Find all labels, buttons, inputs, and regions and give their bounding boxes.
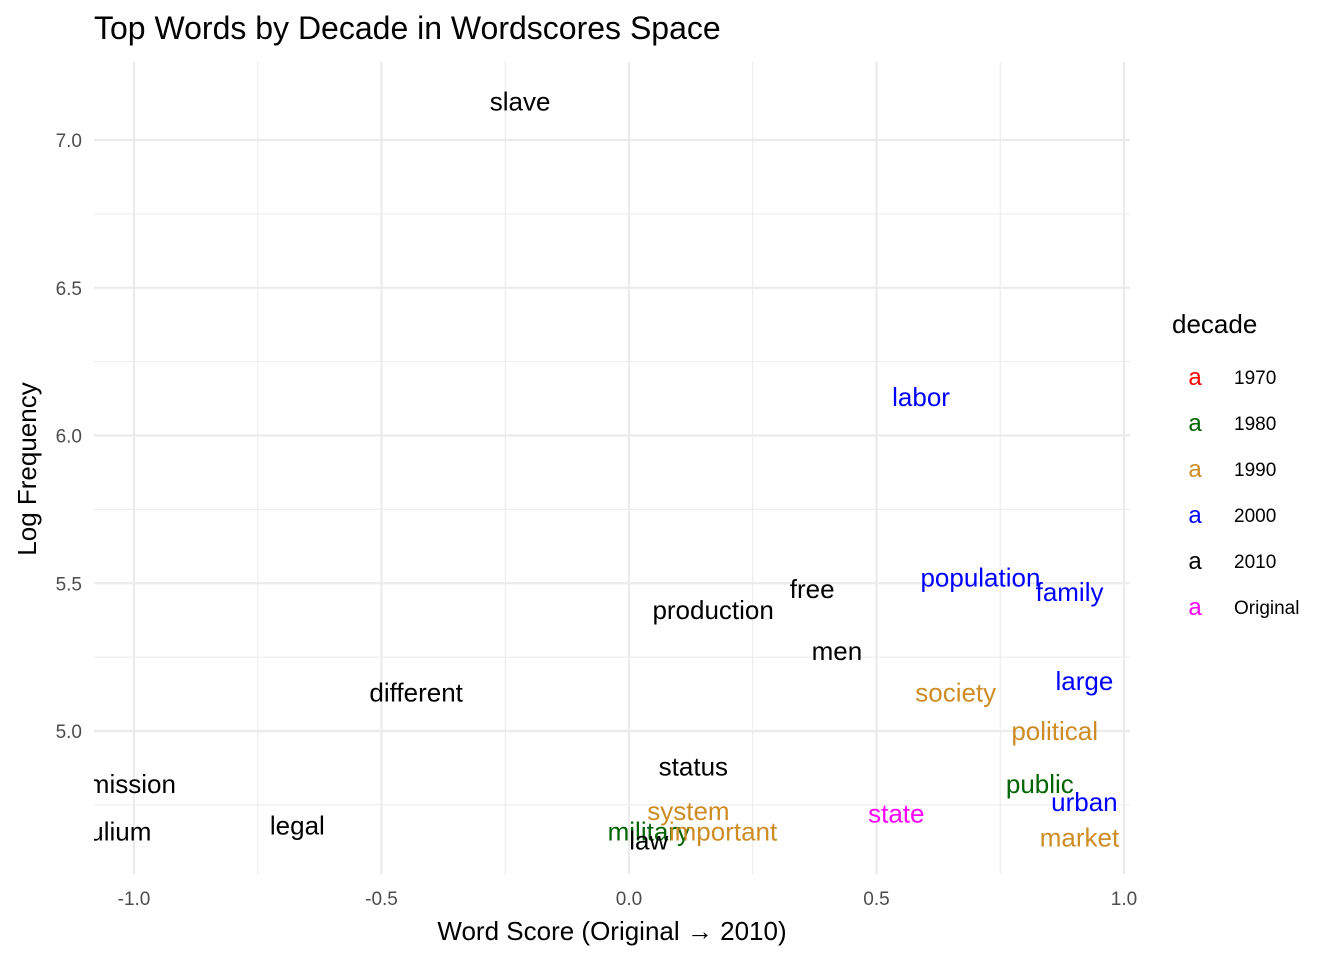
word-label: manumission	[23, 769, 176, 799]
legend: decade a 1970 a 1980 a 1990 a 2000 a 2010 a Origina…	[1172, 309, 1299, 621]
plot-panel: -1.0 -0.5 0.0 0.5 1.0 5.0 5.5 6.0 6.5 7.0 slave l…	[23, 62, 1138, 910]
word-label: large	[1055, 666, 1113, 696]
legend-key-glyph: a	[1188, 364, 1202, 391]
y-axis-title: Log Frequency	[12, 382, 42, 555]
y-tick-label: 6.5	[56, 279, 82, 300]
word-label: state	[868, 799, 924, 829]
word-label: market	[1040, 822, 1120, 852]
word-label: family	[1036, 577, 1104, 607]
x-axis-ticks: -1.0 -0.5 0.0 0.5 1.0	[118, 889, 1138, 910]
x-tick-label: -1.0	[118, 889, 151, 910]
word-label: political	[1011, 716, 1098, 746]
word-label: population	[920, 562, 1040, 592]
legend-label: Original	[1234, 598, 1299, 619]
chart-title: Top Words by Decade in Wordscores Space	[94, 10, 721, 46]
y-tick-label: 5.0	[56, 722, 82, 743]
word-label: men	[812, 636, 863, 666]
word-label: urban	[1051, 787, 1118, 817]
word-label: public	[1006, 769, 1074, 799]
y-tick-label: 6.0	[56, 427, 82, 448]
legend-key-glyph: a	[1188, 502, 1202, 529]
word-label: society	[915, 678, 996, 708]
legend-label: 2000	[1234, 506, 1276, 527]
word-label: free	[790, 574, 835, 604]
word-label: different	[369, 678, 463, 708]
legend-label: 2010	[1234, 552, 1276, 573]
legend-key-glyph: a	[1188, 456, 1202, 483]
word-label: important	[669, 816, 778, 846]
x-tick-label: -0.5	[365, 889, 398, 910]
x-axis-title: Word Score (Original → 2010)	[437, 916, 786, 946]
word-label: military	[608, 816, 690, 846]
legend-key-glyph: a	[1188, 410, 1202, 437]
word-label: system	[647, 796, 729, 826]
word-label: production	[652, 595, 773, 625]
minor-gridlines	[94, 62, 1130, 874]
word-label: legal	[270, 811, 325, 841]
legend-key-glyph: a	[1188, 548, 1202, 575]
major-gridlines	[94, 62, 1130, 874]
x-tick-label: 0.0	[616, 889, 642, 910]
legend-label: 1990	[1234, 460, 1276, 481]
y-axis-ticks: 5.0 5.5 6.0 6.5 7.0	[56, 131, 82, 743]
word-label: peculium	[47, 816, 151, 846]
legend-label: 1970	[1234, 368, 1276, 389]
legend-entries: a 1970 a 1980 a 1990 a 2000 a 2010 a Original	[1188, 364, 1299, 621]
word-label: status	[659, 751, 728, 781]
word-label: slave	[490, 87, 551, 117]
y-tick-label: 5.5	[56, 574, 82, 595]
legend-key-glyph: a	[1188, 594, 1202, 621]
legend-title: decade	[1172, 309, 1257, 339]
x-tick-label: 0.5	[863, 889, 889, 910]
y-tick-label: 7.0	[56, 131, 82, 152]
x-tick-label: 1.0	[1111, 889, 1137, 910]
word-label: law	[629, 825, 668, 855]
word-label: labor	[892, 382, 950, 412]
legend-label: 1980	[1234, 414, 1276, 435]
